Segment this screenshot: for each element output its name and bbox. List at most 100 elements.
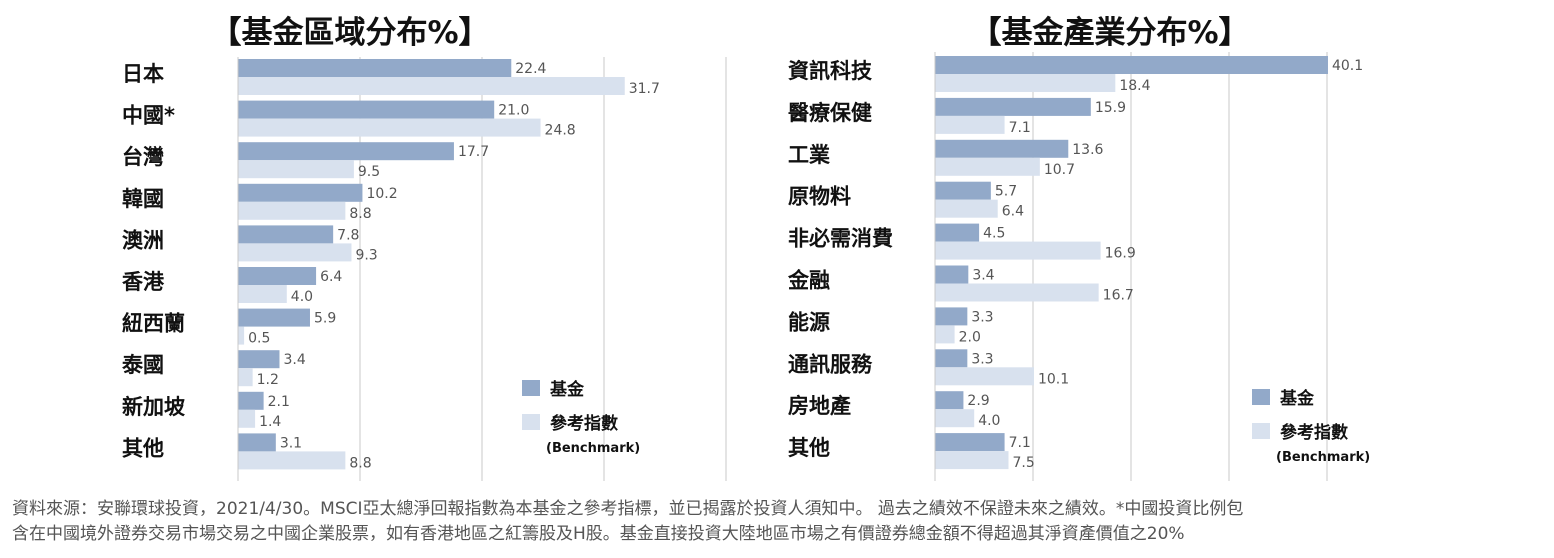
- legend-fund-label: 基金: [549, 379, 585, 400]
- category-label: 澳洲: [122, 228, 164, 252]
- fund-value-label: 4.5: [983, 226, 1005, 242]
- benchmark-value-label: 0.5: [248, 331, 270, 347]
- category-label: 紐西蘭: [122, 312, 185, 336]
- fund-value-label: 7.1: [1009, 435, 1031, 451]
- fund-value-label: 2.9: [967, 393, 989, 409]
- fund-bar: [238, 183, 363, 202]
- legend-benchmark-sub: (Benchmark): [546, 441, 640, 456]
- benchmark-bar: [238, 118, 541, 137]
- benchmark-value-label: 8.8: [349, 455, 371, 471]
- fund-value-label: 3.1: [280, 435, 302, 451]
- fund-bar: [935, 223, 980, 242]
- category-label: 通訊服務: [788, 352, 873, 376]
- category-label: 能源: [788, 310, 830, 334]
- legend-benchmark-label: 參考指數: [1280, 422, 1348, 443]
- fund-value-label: 21.0: [498, 103, 529, 119]
- fund-bar: [935, 391, 964, 410]
- legend-benchmark-swatch: [1252, 423, 1270, 439]
- benchmark-value-label: 1.4: [259, 414, 281, 430]
- benchmark-bar: [238, 160, 354, 179]
- benchmark-bar: [238, 77, 625, 95]
- fund-bar: [935, 433, 1005, 452]
- benchmark-bar: [935, 74, 1116, 92]
- fund-bar: [935, 56, 1328, 74]
- benchmark-bar: [935, 283, 1099, 302]
- benchmark-bar: [935, 199, 998, 218]
- category-label: 台灣: [122, 145, 164, 169]
- fund-value-label: 3.3: [971, 351, 993, 367]
- category-label: 原物料: [788, 185, 851, 209]
- benchmark-value-label: 4.0: [978, 413, 1000, 429]
- benchmark-value-label: 16.7: [1103, 288, 1134, 304]
- footnote-line-1: 資料來源：安聯環球投資，2021/4/30。MSCI亞太總淨回報指數為本基金之參…: [12, 499, 1244, 519]
- benchmark-bar: [935, 241, 1101, 260]
- fund-value-label: 6.4: [320, 269, 342, 285]
- benchmark-bar: [935, 367, 1034, 386]
- benchmark-bar: [935, 325, 955, 344]
- benchmark-bar: [238, 326, 245, 345]
- legend-benchmark-sub: (Benchmark): [1276, 450, 1370, 465]
- category-label: 日本: [122, 62, 164, 86]
- benchmark-bar: [935, 451, 1009, 470]
- fund-value-label: 22.4: [515, 61, 546, 77]
- legend-fund-swatch: [1252, 389, 1270, 405]
- category-label: 泰國: [121, 353, 164, 377]
- legend-fund-swatch: [522, 380, 540, 396]
- benchmark-bar: [935, 115, 1005, 134]
- fund-value-label: 3.3: [971, 309, 993, 325]
- benchmark-bar: [238, 243, 352, 262]
- benchmark-bar: [238, 409, 256, 428]
- category-label: 金融: [787, 269, 830, 293]
- benchmark-bar: [238, 201, 346, 220]
- fund-value-label: 13.6: [1072, 142, 1103, 158]
- benchmark-value-label: 24.8: [545, 123, 576, 139]
- benchmark-value-label: 31.7: [629, 81, 660, 97]
- fund-bar: [935, 181, 991, 200]
- fund-bar: [238, 142, 454, 161]
- fund-value-label: 17.7: [458, 144, 489, 160]
- benchmark-bar: [238, 368, 253, 387]
- fund-value-label: 7.8: [337, 227, 359, 243]
- benchmark-value-label: 7.1: [1009, 120, 1031, 136]
- category-label: 中國*: [122, 104, 175, 128]
- fund-bar: [238, 100, 495, 119]
- fund-value-label: 5.7: [995, 184, 1017, 200]
- fund-value-label: 2.1: [268, 394, 290, 410]
- fund-bar: [238, 267, 317, 285]
- fund-bar: [935, 307, 968, 326]
- benchmark-bar: [238, 451, 346, 470]
- benchmark-value-label: 9.3: [355, 247, 377, 263]
- category-label: 香港: [122, 270, 165, 294]
- fund-bar: [935, 349, 968, 368]
- fund-bar: [238, 308, 310, 327]
- benchmark-bar: [238, 285, 287, 303]
- fund-value-label: 40.1: [1332, 58, 1363, 74]
- legend-fund-label: 基金: [1279, 388, 1315, 409]
- category-label: 韓國: [122, 187, 164, 211]
- benchmark-value-label: 7.5: [1013, 455, 1035, 471]
- category-label: 新加坡: [122, 395, 185, 419]
- fund-bar: [238, 59, 512, 77]
- category-label: 非必需消費: [788, 227, 893, 251]
- legend-benchmark-swatch: [522, 414, 540, 430]
- benchmark-value-label: 10.7: [1044, 162, 1075, 178]
- fund-bar: [238, 391, 264, 410]
- fund-value-label: 3.4: [972, 268, 994, 284]
- category-label: 醫療保健: [788, 101, 872, 125]
- category-label: 資訊科技: [788, 59, 873, 83]
- fund-bar: [935, 139, 1069, 158]
- benchmark-value-label: 2.0: [959, 329, 981, 345]
- fund-bar: [238, 350, 280, 369]
- category-label: 其他: [122, 436, 164, 460]
- benchmark-bar: [935, 409, 975, 428]
- fund-value-label: 5.9: [314, 311, 336, 327]
- benchmark-value-label: 10.1: [1038, 371, 1069, 387]
- category-label: 房地產: [788, 394, 851, 418]
- fund-value-label: 15.9: [1095, 100, 1126, 116]
- benchmark-value-label: 6.4: [1002, 204, 1024, 220]
- benchmark-value-label: 9.5: [358, 164, 380, 180]
- chart-title: 【基金區域分布%】: [210, 15, 489, 51]
- fund-bar: [935, 265, 969, 284]
- benchmark-value-label: 1.2: [257, 372, 279, 388]
